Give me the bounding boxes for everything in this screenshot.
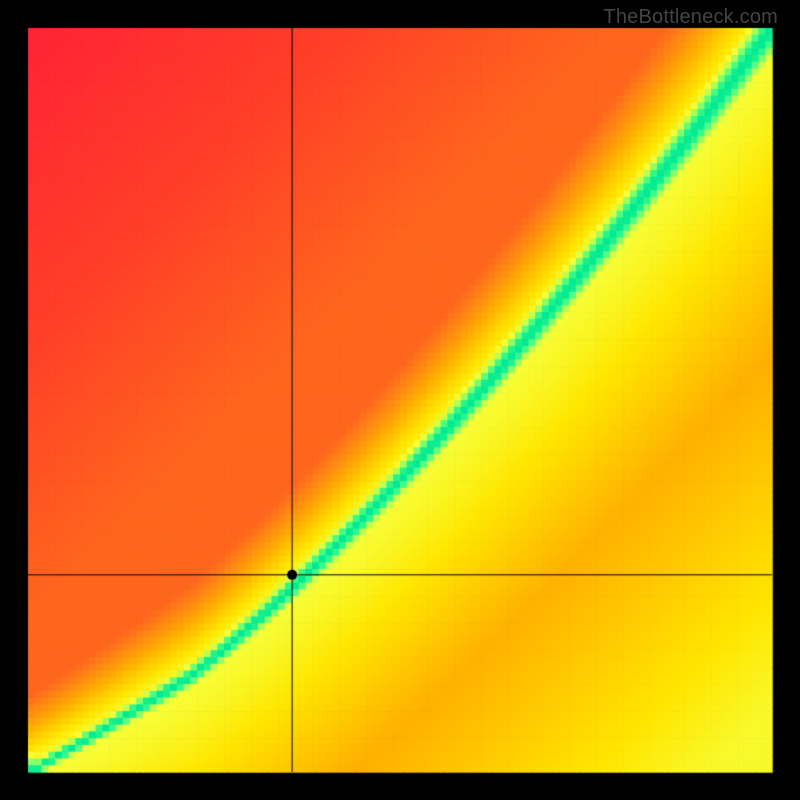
figure-container: TheBottleneck.com: [0, 0, 800, 800]
watermark-text: TheBottleneck.com: [603, 6, 778, 29]
bottleneck-heatmap-canvas: [0, 0, 800, 800]
